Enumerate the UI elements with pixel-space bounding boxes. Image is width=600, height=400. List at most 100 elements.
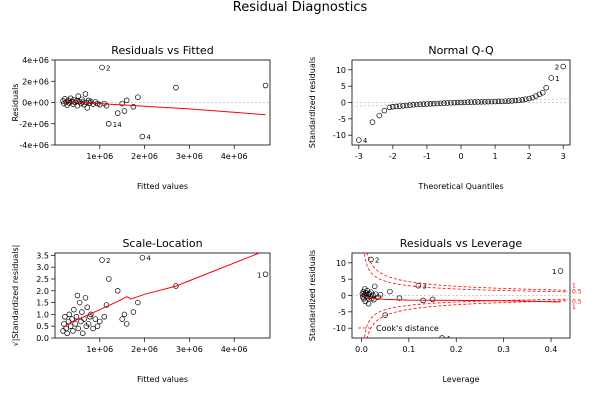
data-point (173, 84, 179, 91)
data-point (390, 103, 396, 110)
panel-title: Scale-Location (122, 237, 202, 250)
data-point (82, 295, 89, 301)
data-point (371, 297, 377, 303)
data-point (75, 93, 82, 99)
y-tick-label: 0.0 (36, 334, 49, 343)
data-point (471, 99, 478, 105)
data-point (262, 271, 269, 278)
data-point (105, 120, 112, 127)
data-point (139, 254, 146, 261)
data-point (82, 91, 89, 97)
x-tick-label: 1 (493, 152, 498, 161)
y-tick-label: 2e+06 (22, 77, 49, 86)
panels: Residuals vs Fitted Fitted values Residual… (11, 44, 582, 384)
data-point (99, 257, 105, 263)
data-point (427, 101, 434, 107)
data-point (387, 288, 393, 295)
data-point (382, 312, 388, 318)
data-point (94, 323, 101, 329)
x-tick-label: 1e+06 (86, 345, 113, 354)
data-point (369, 119, 376, 125)
data-point (364, 287, 370, 294)
data-point (431, 100, 437, 107)
x-tick-label: 1e+06 (86, 152, 113, 161)
legend-label: Cook's distance (376, 324, 439, 333)
data-point (386, 104, 393, 111)
x-tick-label: 2e+06 (131, 152, 158, 161)
point-id-label: 1 (257, 271, 261, 279)
data-point (543, 85, 549, 91)
data-point (468, 99, 474, 105)
data-point (92, 316, 99, 322)
data-point (529, 94, 536, 101)
cooks-distance-contour (364, 253, 569, 293)
point-id-label: 2 (555, 64, 559, 72)
point-id-label: 2 (106, 257, 110, 265)
panel-title: Residuals vs Leverage (400, 237, 523, 250)
data-point (413, 101, 420, 108)
panel-title: Normal Q-Q (428, 44, 494, 57)
cooks-distance-contour (366, 253, 569, 291)
x-tick-label: 0.4 (545, 345, 558, 354)
data-point (80, 330, 86, 337)
data-point (403, 102, 410, 109)
y-tick-label: 0.5 (36, 322, 49, 331)
y-tick-label: -5 (338, 308, 346, 317)
x-tick-label: 2e+06 (131, 345, 158, 354)
data-point (99, 64, 105, 71)
data-point (458, 99, 464, 106)
data-point (444, 100, 451, 106)
y-tick-label: 0 (341, 99, 346, 108)
data-point (121, 311, 128, 318)
y-tick-label: 5 (341, 275, 346, 284)
data-point (97, 318, 103, 325)
plot-area: 2 3 4 1 (352, 253, 570, 338)
data-point (415, 282, 422, 289)
point-id-label: 4 (363, 137, 368, 145)
data-point (84, 304, 90, 311)
y-tick-label: 1.5 (36, 299, 49, 308)
data-point (454, 99, 461, 106)
x-tick-label: 4e+06 (221, 152, 248, 161)
x-tick-label: 0.2 (450, 345, 463, 354)
plot-area: 4 1 2 (352, 64, 570, 145)
data-point (71, 306, 77, 313)
x-axis-label: Fitted values (137, 375, 188, 384)
plot-area: 2 4 1 (60, 253, 269, 337)
data-point (519, 97, 526, 103)
data-point (368, 289, 374, 295)
data-point (119, 100, 125, 107)
point-id-label: 2 (106, 64, 110, 72)
data-point (64, 330, 70, 337)
x-tick-label: -2 (389, 152, 397, 161)
x-tick-label: -1 (423, 152, 431, 161)
data-point (522, 96, 529, 102)
data-point (70, 328, 76, 334)
data-point (262, 82, 269, 89)
data-point (410, 102, 417, 108)
cooks-contour-label: 0.5 (572, 299, 582, 306)
y-axis-label: Residuals (11, 84, 20, 122)
data-point (448, 100, 454, 106)
data-point (135, 299, 141, 306)
point-id-label: 4 (146, 255, 151, 263)
data-point (499, 98, 505, 105)
data-point (393, 103, 400, 110)
fit-line (63, 100, 266, 116)
cooks-distance-contour (364, 298, 569, 338)
y-tick-label: 5 (341, 82, 346, 91)
x-axis-label: Leverage (442, 375, 479, 384)
point-id-label: 14 (113, 121, 122, 129)
data-point (74, 292, 81, 299)
data-point (396, 103, 403, 109)
data-point (139, 133, 146, 140)
data-point (482, 99, 488, 105)
data-point (492, 98, 498, 105)
y-tick-label: 3.0 (36, 263, 49, 272)
data-point (78, 100, 84, 107)
normal-qq-panel: Normal Q-Q Theoretical Quantiles Standardi… (308, 44, 571, 191)
data-point (119, 316, 125, 322)
data-point (437, 100, 444, 107)
x-axis-label: Fitted values (137, 182, 188, 191)
